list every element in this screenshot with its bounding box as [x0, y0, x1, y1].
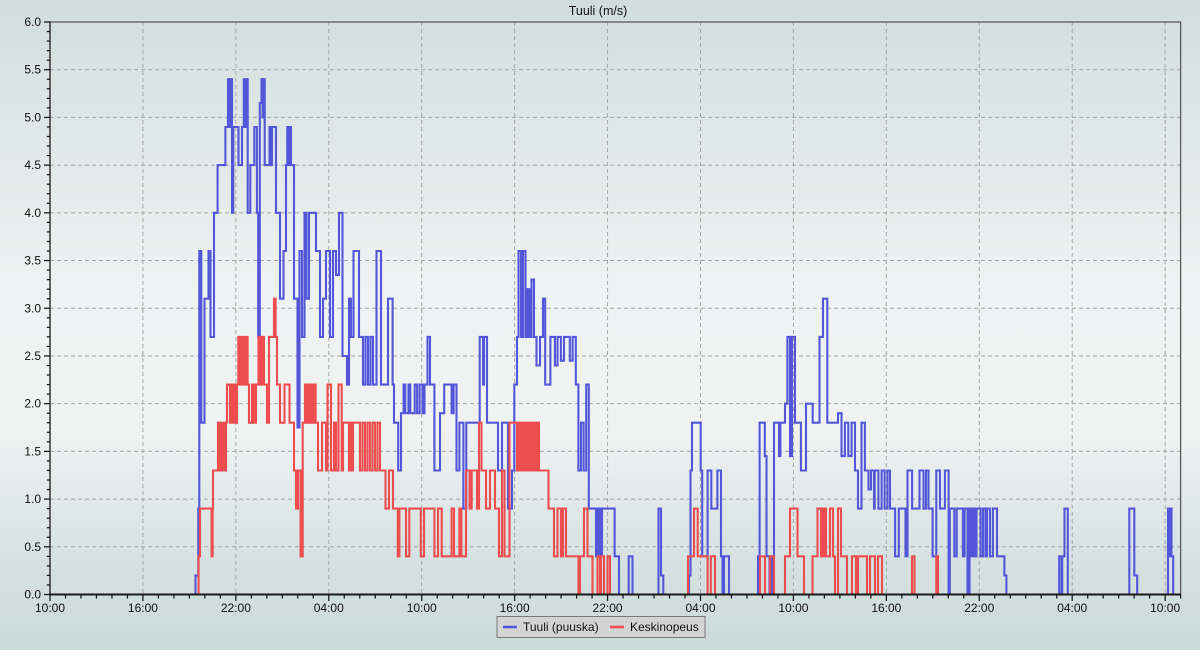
svg-text:4.0: 4.0	[24, 206, 41, 220]
svg-text:4.5: 4.5	[24, 158, 41, 172]
svg-text:16:00: 16:00	[128, 601, 158, 615]
svg-text:16:00: 16:00	[500, 601, 530, 615]
svg-text:0.5: 0.5	[24, 540, 41, 554]
svg-text:04:00: 04:00	[314, 601, 344, 615]
svg-text:10:00: 10:00	[407, 601, 437, 615]
svg-text:2.0: 2.0	[24, 397, 41, 411]
svg-text:04:00: 04:00	[685, 601, 715, 615]
svg-text:6.0: 6.0	[24, 15, 41, 29]
svg-text:10:00: 10:00	[778, 601, 808, 615]
svg-text:3.5: 3.5	[24, 254, 41, 268]
svg-text:0.0: 0.0	[24, 588, 41, 602]
svg-text:Keskinopeus: Keskinopeus	[630, 620, 699, 634]
svg-text:22:00: 22:00	[593, 601, 623, 615]
svg-text:5.0: 5.0	[24, 110, 41, 124]
svg-text:22:00: 22:00	[964, 601, 994, 615]
svg-text:1.5: 1.5	[24, 444, 41, 458]
svg-text:22:00: 22:00	[221, 601, 251, 615]
svg-text:10:00: 10:00	[35, 601, 65, 615]
svg-text:Tuuli (m/s): Tuuli (m/s)	[569, 4, 628, 18]
svg-text:2.5: 2.5	[24, 349, 41, 363]
svg-text:Tuuli (puuska): Tuuli (puuska)	[523, 620, 599, 634]
svg-text:3.0: 3.0	[24, 301, 41, 315]
svg-text:1.0: 1.0	[24, 492, 41, 506]
svg-text:10:00: 10:00	[1150, 601, 1180, 615]
svg-text:5.5: 5.5	[24, 63, 41, 77]
svg-text:16:00: 16:00	[871, 601, 901, 615]
svg-text:04:00: 04:00	[1057, 601, 1087, 615]
